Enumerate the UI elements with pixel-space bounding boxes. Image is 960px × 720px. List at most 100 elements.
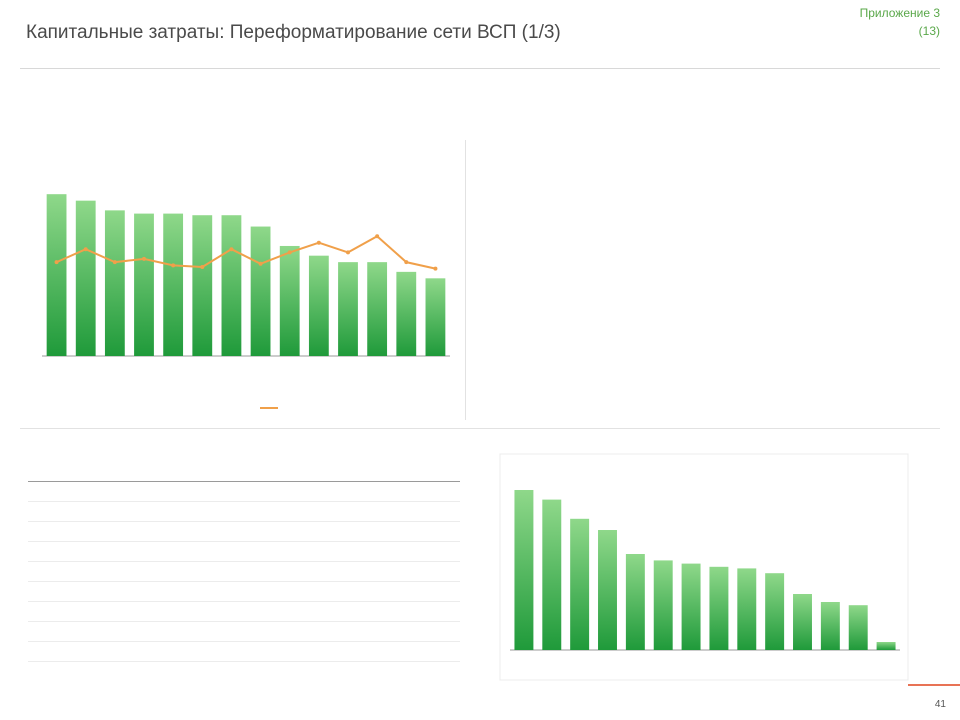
- row-plan-value: [262, 621, 330, 642]
- row-fact-value: [330, 521, 398, 542]
- row-fact-value: [330, 641, 398, 662]
- appendix-line-2: (13): [918, 24, 940, 38]
- row-percent: [398, 481, 460, 502]
- row-label: [28, 581, 262, 602]
- bar: [396, 271, 417, 356]
- row-fact-value: [330, 561, 398, 582]
- offices-chart: [42, 194, 450, 409]
- bar: [876, 642, 896, 650]
- bar: [653, 560, 673, 650]
- overlay-point: [346, 250, 350, 255]
- row-plan-value: [262, 521, 330, 542]
- page-number: 41: [934, 699, 946, 710]
- table-row: [28, 481, 460, 502]
- row-percent: [398, 601, 460, 622]
- row-percent: [398, 621, 460, 642]
- row-label: [28, 641, 262, 662]
- col-header-plan: [262, 462, 330, 482]
- bar: [367, 262, 388, 356]
- appendix-line-1: Приложение 3: [859, 6, 940, 20]
- row-label: [28, 561, 262, 582]
- overlay-point: [433, 266, 438, 271]
- row-plan-value: [262, 601, 330, 622]
- overlay-point: [200, 265, 205, 269]
- row-label: [28, 621, 262, 642]
- col-header-item: [28, 462, 262, 482]
- table-row: [28, 621, 460, 642]
- bar: [514, 490, 534, 650]
- bar: [104, 210, 125, 356]
- overlay-point: [83, 247, 88, 252]
- row-plan-value: [262, 581, 330, 602]
- bar: [570, 518, 590, 650]
- overlay-point: [287, 250, 292, 255]
- bar: [848, 605, 868, 650]
- overlay-line: [56, 235, 436, 270]
- overlay-point: [54, 260, 59, 265]
- bar: [46, 194, 67, 356]
- table-row: [28, 541, 460, 562]
- header-divider: [20, 68, 940, 69]
- bar: [338, 262, 358, 356]
- row-plan-value: [262, 641, 330, 662]
- bar: [793, 594, 812, 650]
- bar: [75, 200, 96, 356]
- overlay-point: [229, 247, 234, 252]
- horizontal-divider: [20, 428, 940, 429]
- share-chart: [499, 453, 909, 681]
- row-fact-value: [330, 621, 398, 642]
- bar: [163, 213, 184, 356]
- bar: [250, 226, 271, 356]
- overlay-point: [316, 240, 321, 245]
- row-fact-value: [330, 541, 398, 562]
- overlay-point: [171, 263, 176, 268]
- chart-frame: [499, 453, 909, 681]
- overlay-point: [375, 234, 380, 239]
- row-percent: [398, 561, 460, 582]
- overlay-point: [258, 261, 263, 266]
- bar: [221, 215, 242, 356]
- row-fact-value: [330, 481, 398, 502]
- bar: [681, 563, 701, 650]
- row-percent: [398, 541, 460, 562]
- bar: [192, 215, 213, 356]
- row-plan-value: [262, 561, 330, 582]
- row-plan-value: [262, 481, 330, 502]
- row-plan-value: [262, 501, 330, 522]
- col-header-fact: [330, 462, 398, 482]
- bar: [709, 566, 729, 650]
- table-header-row: [28, 462, 460, 482]
- bar: [625, 554, 645, 650]
- table-row: [28, 581, 460, 602]
- bar: [737, 568, 757, 650]
- row-percent: [398, 501, 460, 522]
- row-label: [28, 481, 262, 502]
- vertical-divider: [465, 140, 466, 420]
- table-row: [28, 601, 460, 622]
- row-fact-value: [330, 501, 398, 522]
- row-percent: [398, 641, 460, 662]
- table-row: [28, 521, 460, 542]
- budget-text: [512, 144, 888, 154]
- overlay-point: [404, 260, 409, 265]
- bar: [820, 602, 840, 650]
- table-row: [28, 641, 460, 662]
- col-header-pct: [398, 462, 460, 482]
- row-fact-value: [330, 601, 398, 622]
- overlay-point: [112, 260, 117, 265]
- row-label: [28, 541, 262, 562]
- bar: [542, 499, 562, 650]
- bar: [134, 213, 154, 356]
- bar: [279, 245, 300, 356]
- table-row: [28, 561, 460, 582]
- overlay-point: [142, 256, 146, 261]
- row-fact-value: [330, 581, 398, 602]
- row-percent: [398, 521, 460, 542]
- bar: [765, 573, 785, 650]
- appendix-label: Приложение 3 (13): [860, 4, 940, 40]
- bar: [425, 278, 446, 356]
- budget-table: [28, 462, 460, 662]
- accent-line: [908, 684, 960, 686]
- bar: [308, 255, 329, 356]
- row-label: [28, 601, 262, 622]
